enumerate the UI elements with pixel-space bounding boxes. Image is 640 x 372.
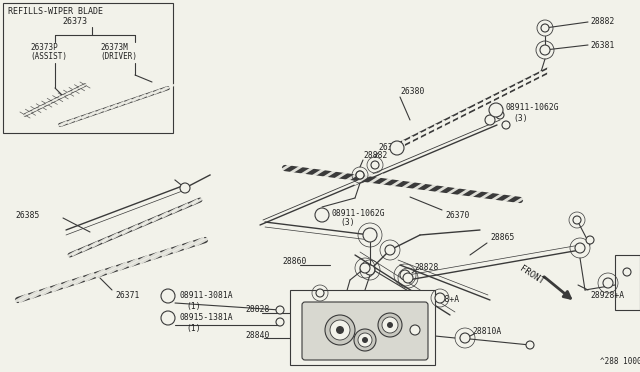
Circle shape <box>330 320 350 340</box>
Text: REFILLS-WIPER BLADE: REFILLS-WIPER BLADE <box>8 7 103 16</box>
Bar <box>290 290 435 365</box>
Circle shape <box>387 322 393 328</box>
FancyBboxPatch shape <box>302 302 428 360</box>
Circle shape <box>354 329 376 351</box>
Text: N: N <box>494 107 498 113</box>
Circle shape <box>325 315 355 345</box>
Circle shape <box>603 278 613 288</box>
Circle shape <box>382 317 398 333</box>
Circle shape <box>526 341 534 349</box>
Circle shape <box>180 183 190 193</box>
Text: 28828+A: 28828+A <box>425 295 459 305</box>
Text: 26371: 26371 <box>115 291 140 299</box>
Text: (3): (3) <box>340 218 355 228</box>
Text: (DRIVER): (DRIVER) <box>100 52 137 61</box>
Text: (1): (1) <box>186 301 200 311</box>
Circle shape <box>586 236 594 244</box>
Text: 08911-3081A: 08911-3081A <box>180 292 234 301</box>
Text: 28860: 28860 <box>282 257 307 266</box>
Text: 26373: 26373 <box>62 17 87 26</box>
Text: 26385: 26385 <box>15 211 40 219</box>
Text: (3): (3) <box>513 113 527 122</box>
Text: FRONT: FRONT <box>518 264 545 286</box>
Text: 28840: 28840 <box>245 330 269 340</box>
Text: (1): (1) <box>186 324 200 333</box>
Text: 28828: 28828 <box>414 263 438 273</box>
Circle shape <box>435 293 445 303</box>
Text: 08915-1381A: 08915-1381A <box>180 314 234 323</box>
Text: 26373P: 26373P <box>30 44 58 52</box>
Text: V: V <box>166 293 170 299</box>
Circle shape <box>365 265 375 275</box>
Circle shape <box>358 333 372 347</box>
Text: 26373M: 26373M <box>100 44 128 52</box>
Text: 26370: 26370 <box>445 211 469 219</box>
Text: 26380: 26380 <box>400 87 424 96</box>
Circle shape <box>356 171 364 179</box>
Circle shape <box>360 263 370 273</box>
Circle shape <box>316 289 324 297</box>
Circle shape <box>540 45 550 55</box>
Text: 28882: 28882 <box>590 17 614 26</box>
Text: (ASSIST): (ASSIST) <box>30 52 67 61</box>
Circle shape <box>460 333 470 343</box>
Circle shape <box>541 24 549 32</box>
Text: 26381: 26381 <box>590 41 614 49</box>
Text: 28810: 28810 <box>380 350 404 359</box>
Circle shape <box>378 313 402 337</box>
Text: 08911-1062G: 08911-1062G <box>505 103 559 112</box>
Circle shape <box>385 245 395 255</box>
Circle shape <box>390 141 404 155</box>
Text: V: V <box>166 315 170 321</box>
Bar <box>615 255 640 310</box>
Bar <box>3 3 173 133</box>
Circle shape <box>276 318 284 326</box>
Circle shape <box>623 268 631 276</box>
Text: 28865: 28865 <box>490 234 515 243</box>
Circle shape <box>403 273 413 283</box>
Circle shape <box>502 121 510 129</box>
Text: ^288 1000P: ^288 1000P <box>600 357 640 366</box>
Circle shape <box>489 103 503 117</box>
Circle shape <box>371 161 379 169</box>
Circle shape <box>276 306 284 314</box>
Text: 08911-1062G: 08911-1062G <box>332 208 386 218</box>
Circle shape <box>485 115 495 125</box>
Text: 28928+A: 28928+A <box>590 291 624 299</box>
Circle shape <box>363 228 377 242</box>
Circle shape <box>161 311 175 325</box>
Text: 28882: 28882 <box>363 151 387 160</box>
Text: 28828: 28828 <box>245 305 269 314</box>
Text: 26381: 26381 <box>378 144 403 153</box>
Text: N: N <box>320 212 324 218</box>
Circle shape <box>336 326 344 334</box>
Circle shape <box>315 208 329 222</box>
Circle shape <box>161 289 175 303</box>
Circle shape <box>356 171 364 179</box>
Circle shape <box>573 216 581 224</box>
Circle shape <box>496 111 504 119</box>
Circle shape <box>575 243 585 253</box>
Circle shape <box>362 337 368 343</box>
Text: 28810A: 28810A <box>472 327 501 337</box>
Circle shape <box>400 270 410 280</box>
Circle shape <box>410 325 420 335</box>
Text: 28870: 28870 <box>375 315 399 324</box>
